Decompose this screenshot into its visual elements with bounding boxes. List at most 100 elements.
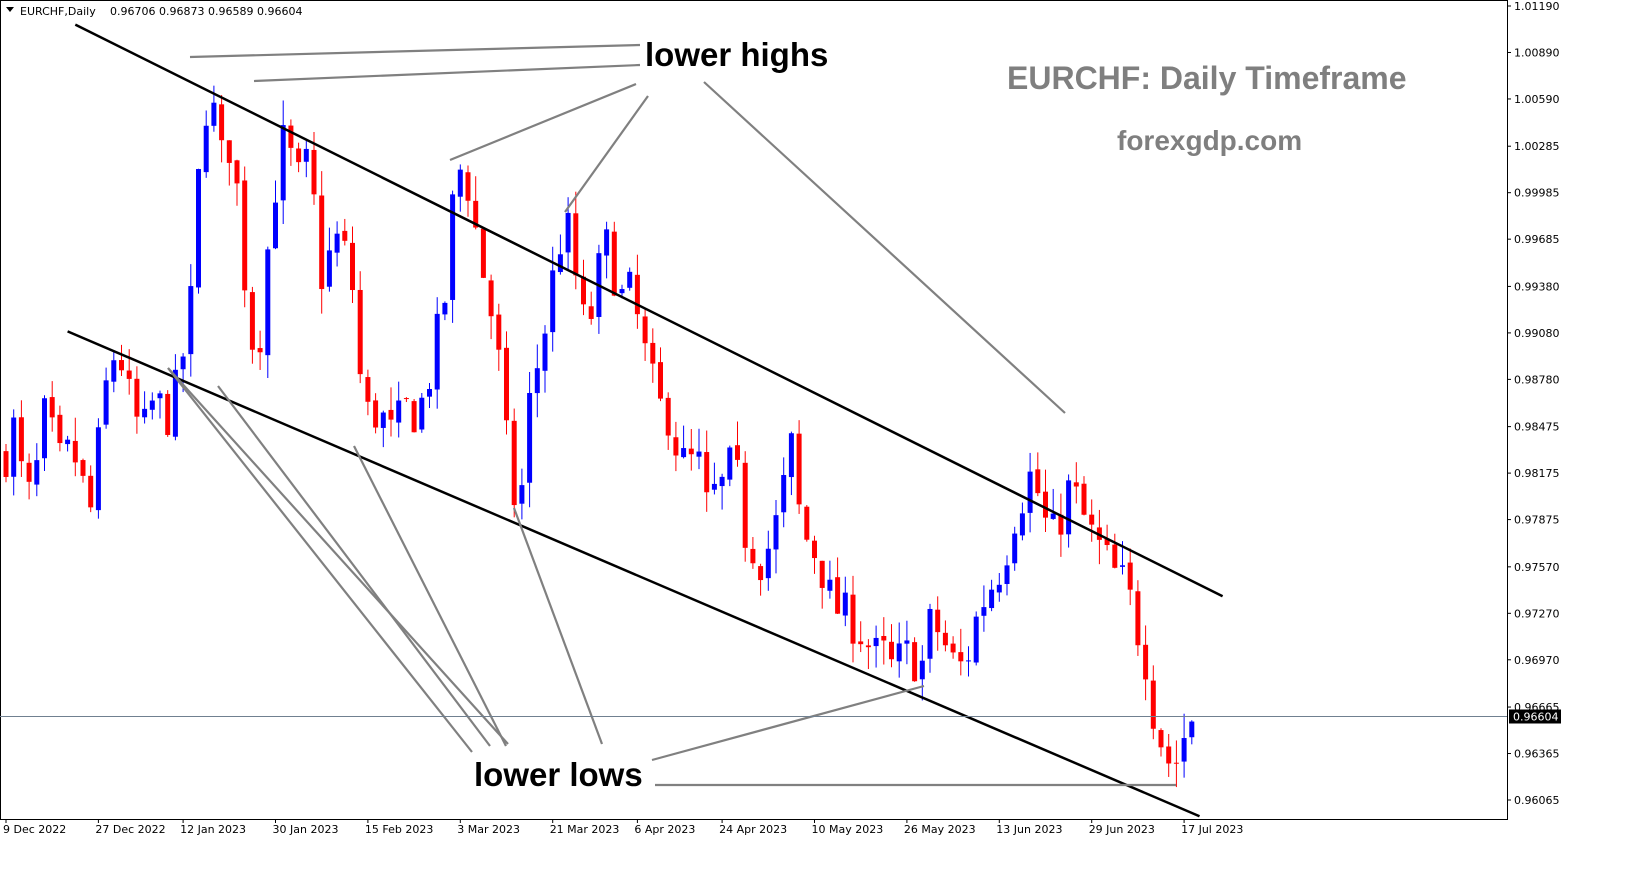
x-tick-label: 26 May 2023 — [904, 823, 976, 836]
candle-body — [1112, 544, 1118, 568]
candle-body — [419, 397, 425, 430]
y-tick-label: 0.97570 — [1514, 561, 1560, 574]
lower-highs-label: lower highs — [645, 36, 828, 73]
x-tick-label: 13 Jun 2023 — [996, 823, 1062, 836]
candle-body — [958, 652, 964, 662]
x-tick-label: 9 Dec 2022 — [3, 823, 66, 836]
candle-body — [72, 440, 78, 463]
y-tick-label: 0.99080 — [1514, 327, 1560, 340]
candle-body — [1173, 762, 1179, 764]
x-tick-label: 6 Apr 2023 — [634, 823, 695, 836]
x-tick-label: 30 Jan 2023 — [273, 823, 339, 836]
candle-body — [665, 397, 671, 436]
candle-body — [11, 417, 17, 477]
candle-body — [1058, 514, 1064, 535]
candle-body — [311, 149, 317, 195]
candle-body — [1143, 644, 1149, 680]
candle-body — [565, 212, 571, 253]
candle-body — [257, 348, 263, 353]
candle-body — [842, 592, 848, 616]
candle-body — [149, 400, 155, 410]
axes-layer: 1.01190 1.00890 1.00590 1.00285 0.99985 0.996… — [0, 0, 1561, 836]
candle-body — [1181, 738, 1187, 762]
candle-body — [1035, 469, 1041, 494]
candle-body — [588, 306, 594, 319]
candle-body — [342, 230, 348, 241]
candle-body — [812, 540, 817, 559]
candle-body — [442, 302, 448, 315]
candle-body — [912, 642, 918, 682]
current-price-tag — [1509, 709, 1561, 724]
y-tick-label: 1.00285 — [1514, 140, 1560, 153]
dropdown-triangle-icon[interactable] — [6, 7, 14, 12]
y-tick-label: 0.99380 — [1514, 280, 1560, 293]
candle-body — [873, 637, 879, 647]
candle-body — [634, 274, 640, 315]
candle-body — [180, 356, 186, 370]
pointer-line — [703, 81, 1066, 414]
candle-body — [1089, 514, 1095, 525]
candle-body — [373, 400, 379, 428]
candle-body — [788, 433, 794, 478]
candle-body — [388, 409, 394, 420]
candle-body — [1189, 721, 1195, 738]
candle-body — [357, 289, 363, 375]
candle-body — [119, 360, 124, 371]
x-tick-label: 12 Jan 2023 — [180, 823, 246, 836]
candle-body — [604, 229, 610, 256]
pointer-line — [217, 385, 491, 747]
candle-body — [696, 451, 702, 457]
candle-body — [411, 401, 417, 433]
candle-body — [18, 417, 24, 462]
candle-body — [95, 427, 101, 511]
candle-body — [465, 172, 471, 201]
pointer-line — [449, 82, 637, 162]
candle-body — [1012, 533, 1018, 564]
candle-body — [280, 125, 286, 201]
candle-body — [942, 632, 948, 646]
x-tick-label: 10 May 2023 — [812, 823, 884, 836]
candle-body — [519, 485, 525, 504]
candle-body — [80, 460, 86, 476]
candle-body — [1166, 746, 1172, 764]
candle-body — [457, 169, 463, 197]
candle-body — [850, 594, 856, 644]
candle-body — [742, 462, 748, 548]
candle-body — [427, 389, 432, 397]
candle-body — [1081, 483, 1087, 515]
candle-body — [527, 392, 533, 483]
pointer-line — [167, 367, 473, 753]
candle-body — [966, 660, 971, 662]
annotation-layer — [67, 23, 1224, 818]
symbol-label: EURCHF,Daily — [20, 5, 96, 18]
candle-body — [881, 636, 887, 641]
candle-body — [889, 641, 894, 660]
pointer-line — [253, 63, 641, 83]
plot-frame — [0, 0, 1508, 820]
candle-body — [688, 448, 694, 455]
candle-body — [773, 515, 779, 550]
candle-body — [765, 548, 771, 579]
candle-body — [1150, 680, 1156, 729]
x-tick-label: 27 Dec 2022 — [95, 823, 165, 836]
candle-body — [827, 579, 833, 591]
candle-body — [26, 462, 32, 482]
candle-body — [642, 316, 648, 344]
candle-body — [1043, 491, 1048, 518]
candle-body — [196, 169, 201, 288]
lower-channel-line — [67, 330, 1200, 818]
candle-body — [65, 439, 71, 445]
candle-body — [581, 276, 586, 305]
candle-body — [88, 475, 94, 508]
pointer-line — [512, 507, 604, 745]
ohlc-values: 0.96706 0.96873 0.96589 0.96604 — [110, 5, 302, 18]
candle-body — [973, 616, 979, 663]
candle-body — [134, 378, 140, 417]
candle-body — [1127, 562, 1133, 590]
candle-body — [380, 412, 386, 428]
candle-body — [719, 476, 725, 487]
y-tick-label: 0.98780 — [1514, 373, 1560, 386]
y-tick-label: 0.96065 — [1514, 794, 1560, 807]
candle-body — [480, 228, 486, 278]
